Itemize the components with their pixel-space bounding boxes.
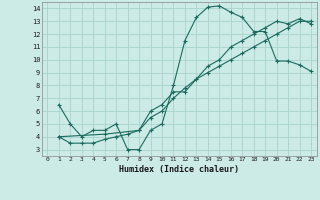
- X-axis label: Humidex (Indice chaleur): Humidex (Indice chaleur): [119, 165, 239, 174]
